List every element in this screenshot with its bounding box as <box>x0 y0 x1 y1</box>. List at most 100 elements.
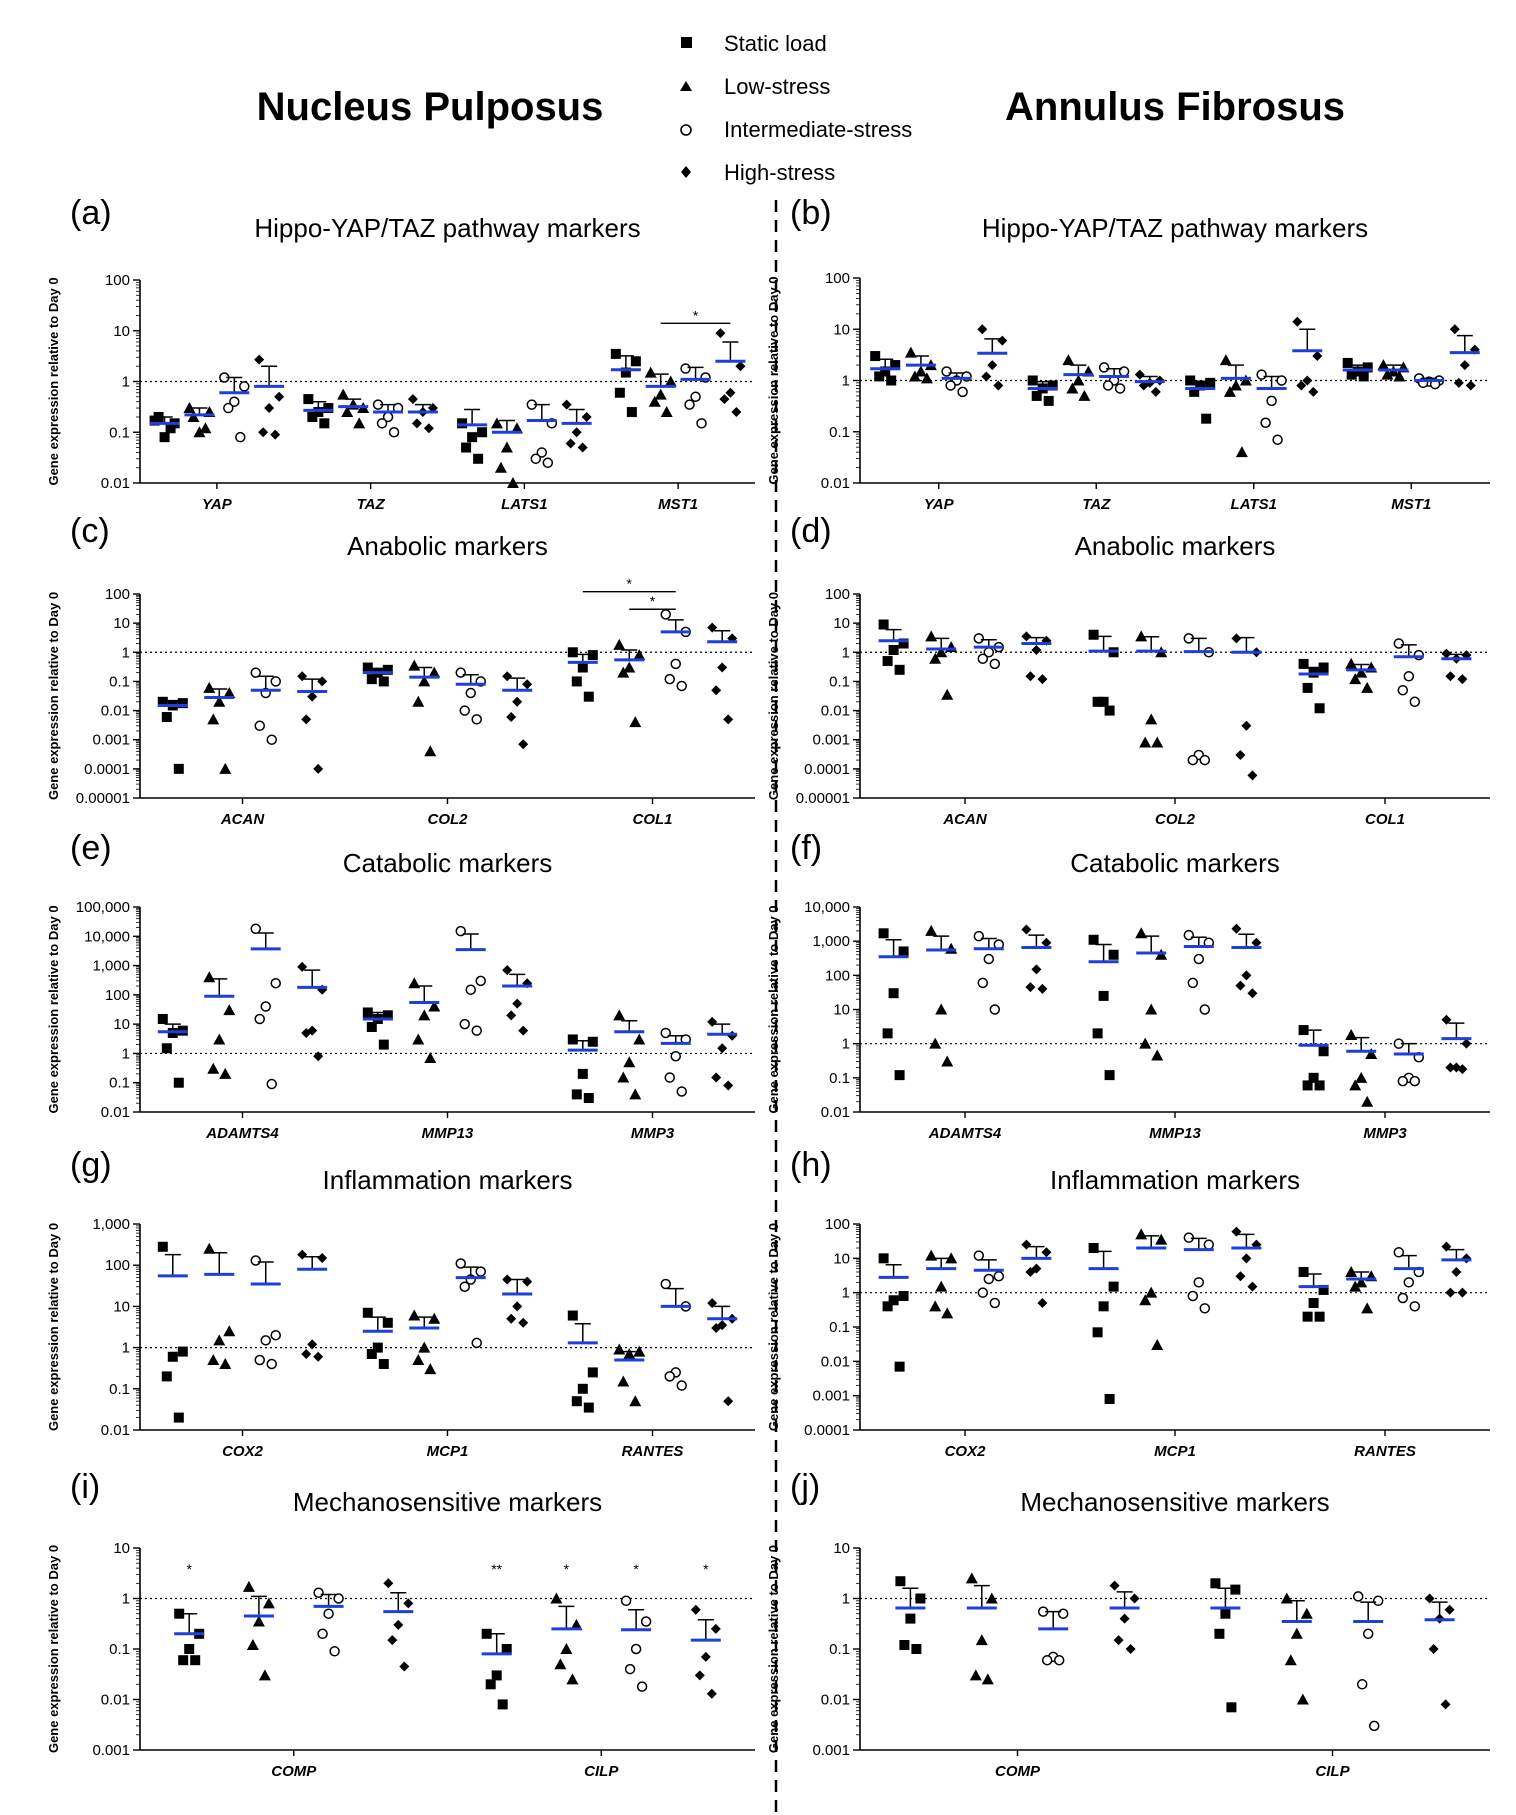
significance-star: * <box>186 1561 192 1577</box>
square-marker <box>161 1043 172 1054</box>
series-2 <box>1183 929 1215 1015</box>
triangle-marker <box>941 1055 954 1067</box>
series-1 <box>644 366 677 418</box>
circle-marker <box>624 1663 636 1675</box>
y-axis-title: Gene expression relative to Day 0 <box>46 592 61 800</box>
triangle-marker <box>1284 1654 1297 1666</box>
series-2 <box>313 1587 344 1657</box>
triangle-marker <box>929 1037 942 1049</box>
x-category-label: LATS1 <box>501 496 547 513</box>
series-3 <box>1134 369 1165 397</box>
diamond-marker <box>1041 1247 1052 1258</box>
circle-marker <box>684 399 695 410</box>
diamond-marker <box>403 1598 414 1609</box>
x-category-label: ADAMTS4 <box>928 1125 1002 1142</box>
y-tick-label: 0.01 <box>821 475 850 492</box>
series-1 <box>203 1242 236 1369</box>
significance-star: * <box>627 576 633 592</box>
diamond-marker <box>1021 1239 1032 1250</box>
triangle-marker <box>945 1252 958 1264</box>
triangle-marker <box>566 1673 579 1685</box>
square-marker <box>1108 1281 1119 1292</box>
square-marker <box>1318 1284 1329 1295</box>
circle-marker <box>1409 696 1421 708</box>
triangle-marker <box>941 688 954 700</box>
y-tick-label: 0.1 <box>109 1075 130 1092</box>
y-tick-label: 100 <box>105 586 130 603</box>
circle-marker <box>676 1086 687 1097</box>
square-marker <box>323 403 334 414</box>
panel-i: (i) Mechanosensitive markers Gene expressi… <box>46 1468 755 1780</box>
diamond-marker <box>1440 1699 1451 1710</box>
square-marker <box>1092 696 1103 707</box>
circle-marker <box>329 1646 340 1657</box>
diamond-marker <box>1444 1604 1455 1615</box>
y-tick-label: 100 <box>105 987 130 1004</box>
series-0 <box>362 662 393 687</box>
series-1 <box>925 1249 958 1319</box>
square-marker <box>899 1640 910 1651</box>
group-mmp13: MMP13 <box>1088 923 1262 1142</box>
triangle-marker <box>1078 389 1091 401</box>
diamond-marker <box>717 1043 728 1054</box>
circle-marker <box>270 1329 281 1341</box>
diamond-marker <box>502 965 513 976</box>
triangle-marker <box>418 675 431 687</box>
y-tick-label: 10 <box>113 1540 130 1557</box>
series-2 <box>1393 1038 1425 1087</box>
triangle-marker <box>1365 1047 1378 1059</box>
diamond-marker <box>1445 671 1456 682</box>
circle-marker <box>1256 369 1267 380</box>
panels: (a) Hippo-YAP/TAZ pathway markers Gene exp… <box>46 194 1490 1780</box>
triangle-marker <box>1381 368 1394 380</box>
circle-marker <box>973 1250 985 1261</box>
circle-marker <box>664 1072 675 1083</box>
series-1 <box>1345 1028 1378 1107</box>
panel-g: (g) Inflammation markers Gene expression r… <box>46 1146 755 1460</box>
panel-letter: (a) <box>70 194 112 232</box>
square-marker <box>157 1013 168 1024</box>
triangle-marker <box>223 1325 236 1337</box>
x-category-label: ACAN <box>220 811 265 828</box>
group-col2: COL2 <box>1088 629 1262 828</box>
square-marker <box>571 676 582 687</box>
series-3 <box>1109 1580 1140 1654</box>
triangle-marker <box>219 1357 232 1369</box>
series-3 <box>1441 1014 1472 1075</box>
diamond-marker <box>506 1313 517 1324</box>
diamond-marker <box>723 714 734 725</box>
circle-marker <box>1393 638 1405 649</box>
y-tick-label: 0.001 <box>812 1742 850 1759</box>
x-category-label: COX2 <box>222 1443 264 1460</box>
circle-marker <box>223 402 234 414</box>
panel-f: (f) Catabolic markers Gene expression rela… <box>766 829 1490 1142</box>
circle-marker <box>471 714 482 725</box>
square-marker <box>882 656 893 667</box>
diamond-marker <box>711 1072 722 1083</box>
series-0 <box>1342 357 1373 382</box>
diamond-marker <box>1037 674 1048 685</box>
series-2 <box>372 399 404 438</box>
diamond-marker <box>1150 386 1161 397</box>
square-marker <box>1104 1393 1115 1404</box>
triangle-marker <box>213 1033 226 1045</box>
series-3 <box>502 1274 533 1328</box>
y-tick-label: 0.01 <box>101 475 130 492</box>
circle-marker <box>1053 1654 1065 1666</box>
diamond-marker <box>993 380 1004 391</box>
y-tick-label: 0.01 <box>821 1692 850 1709</box>
circle-marker <box>1356 1679 1368 1690</box>
triangle-marker <box>613 638 626 650</box>
x-category-label: YAP <box>924 496 955 513</box>
series-2 <box>1393 1247 1425 1312</box>
series-3 <box>1441 648 1472 685</box>
square-marker <box>1043 395 1054 406</box>
circle-marker <box>983 953 995 965</box>
series-1 <box>337 388 370 429</box>
diamond-marker <box>1037 983 1048 994</box>
square-marker <box>382 1010 393 1021</box>
diamond-marker <box>1129 1593 1140 1604</box>
x-category-label: LATS1 <box>1231 496 1277 513</box>
diamond-marker <box>571 427 582 438</box>
triangle-marker <box>1377 359 1390 371</box>
